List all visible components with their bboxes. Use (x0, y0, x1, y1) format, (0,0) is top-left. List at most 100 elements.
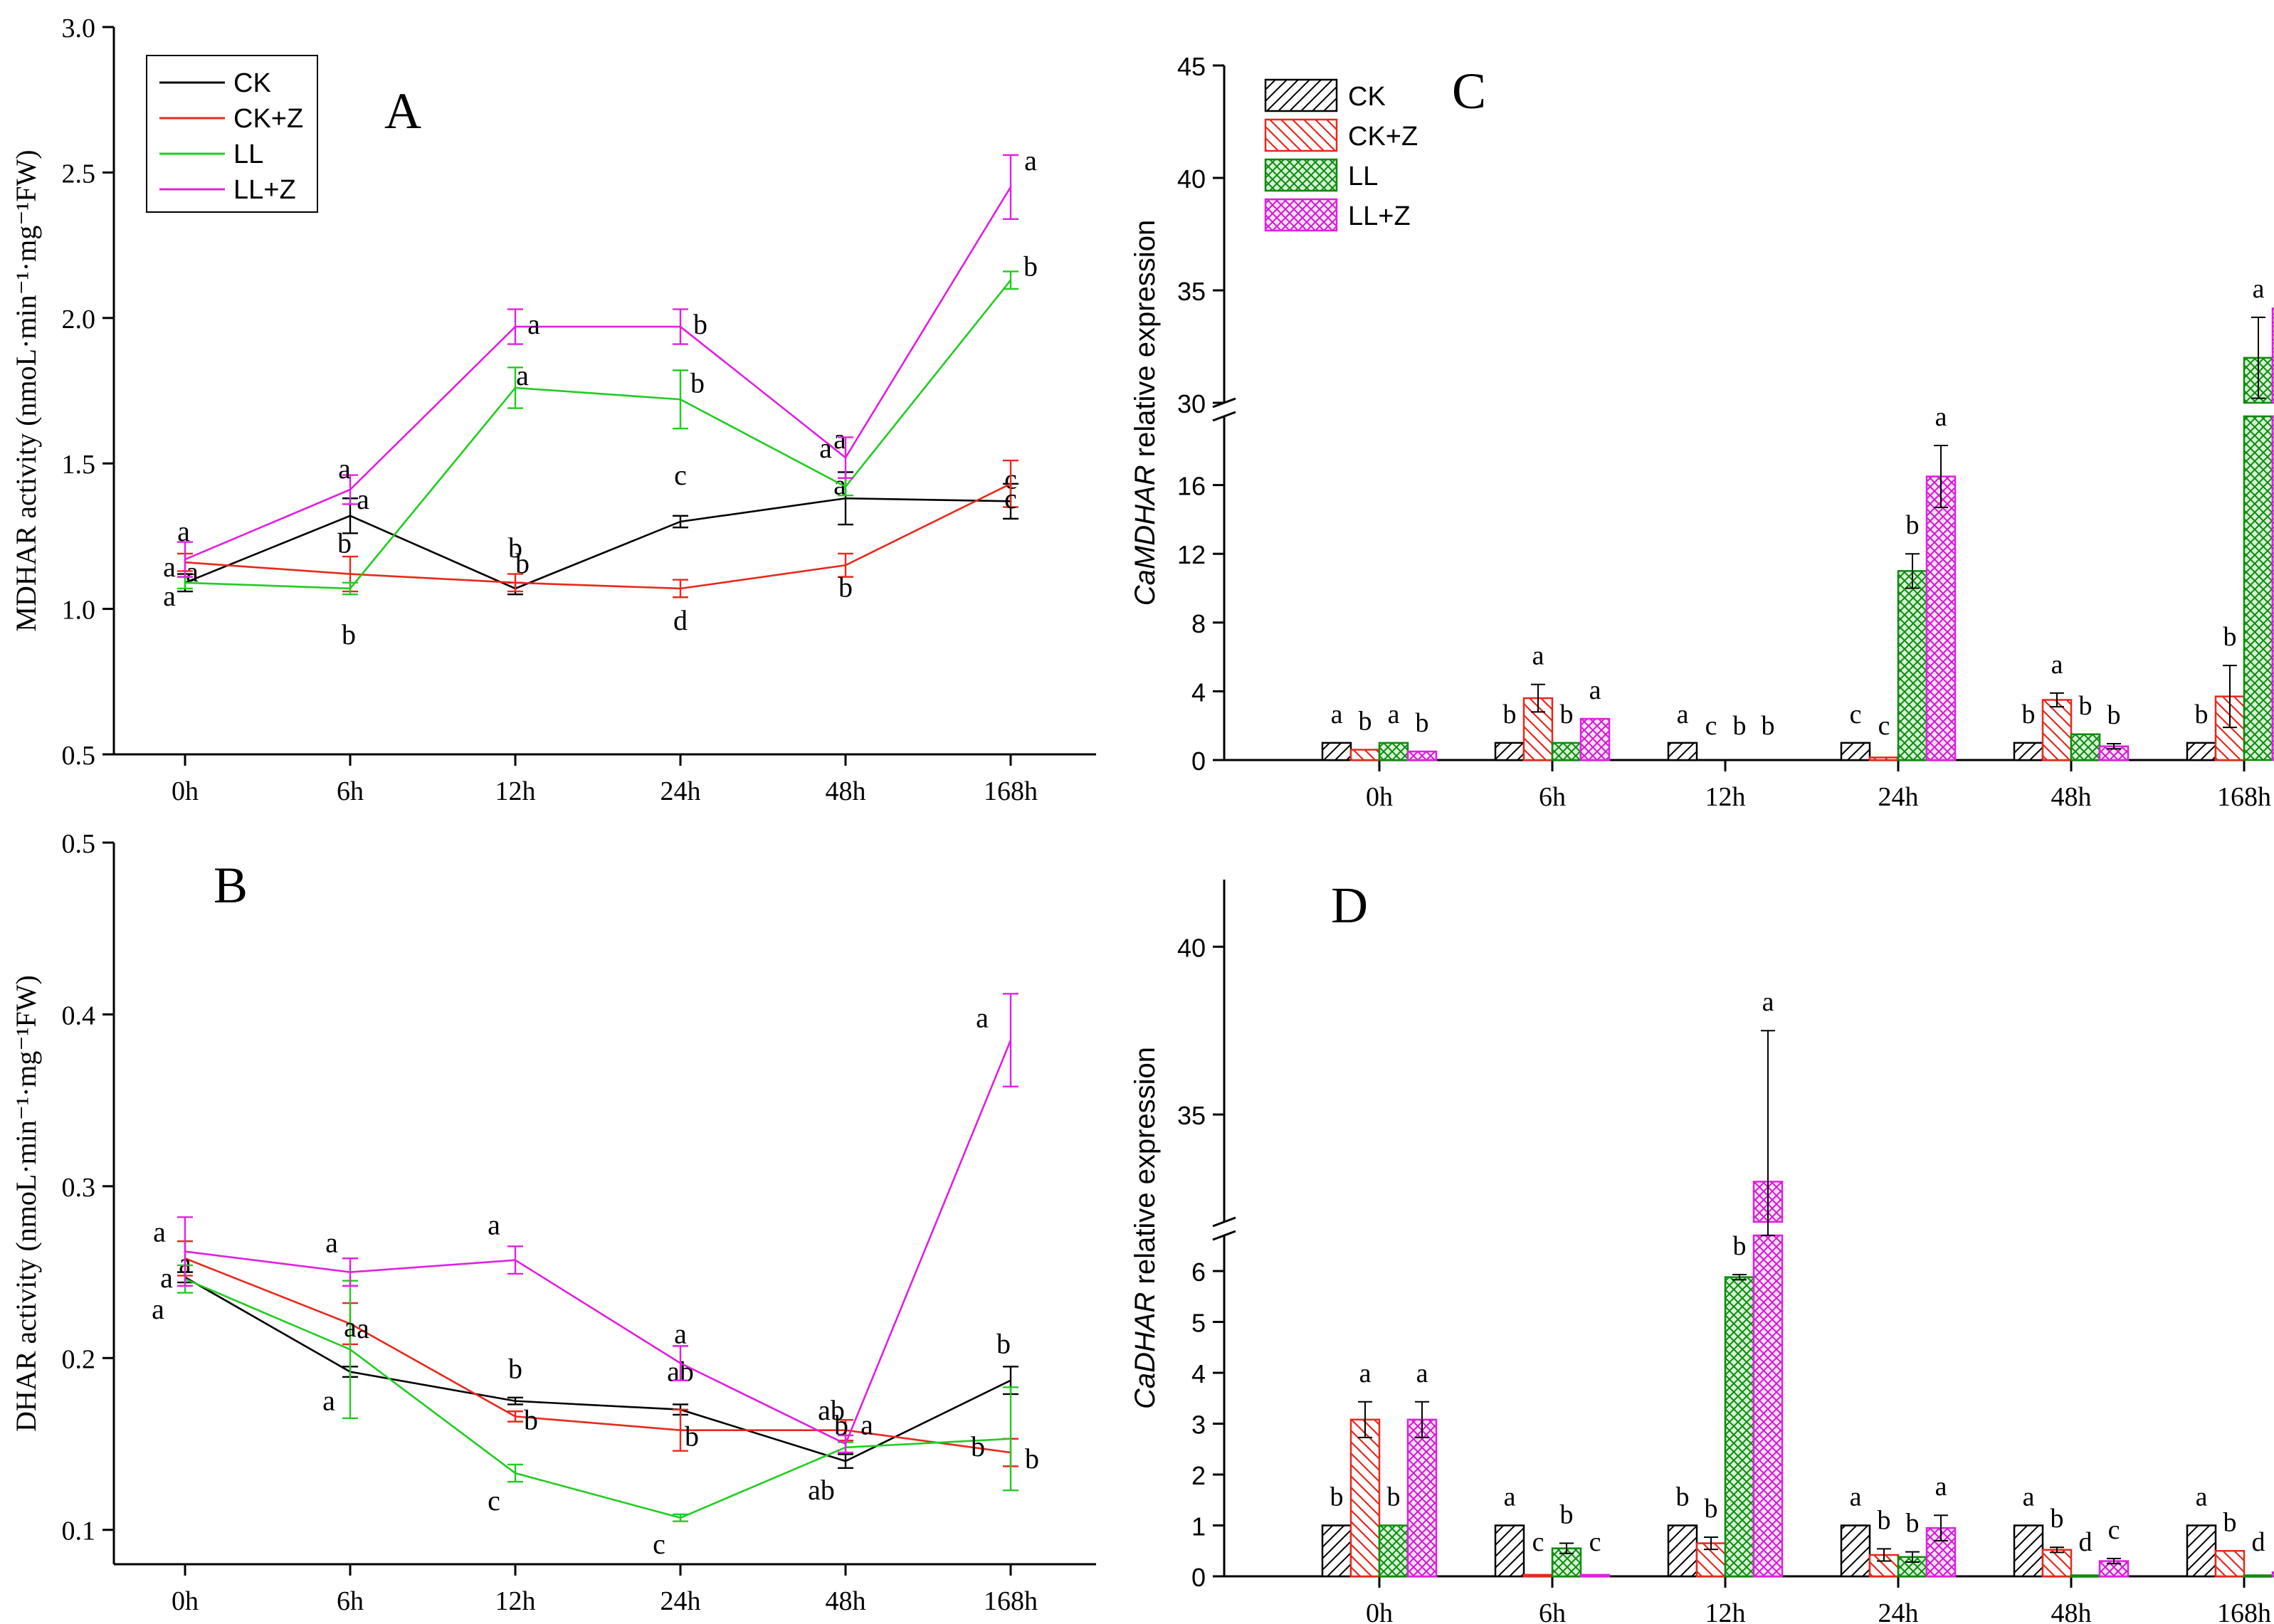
x-tick-label: 6h (337, 776, 364, 806)
significance-letter: c (488, 1485, 500, 1517)
significance-letter: a (357, 1312, 369, 1344)
significance-letter: b (1676, 1482, 1690, 1512)
significance-letter: a (344, 1311, 357, 1343)
significance-letter: a (322, 1385, 335, 1417)
significance-letter: b (2195, 700, 2209, 729)
significance-letter: b (2022, 700, 2036, 729)
significance-letter: b (1733, 1231, 1747, 1261)
legend-label-ll-zz: LL+Z (1348, 201, 1411, 231)
significance-letter: a (338, 453, 351, 485)
significance-letter: a (153, 1216, 166, 1248)
significance-letter: a (976, 1002, 989, 1034)
significance-letter: a (160, 1262, 173, 1294)
significance-letter: c (1532, 1527, 1544, 1557)
series-ck-zz: bac cab (1349, 622, 2246, 761)
bar (1667, 742, 1698, 761)
significance-letter: b (1906, 510, 1920, 540)
y-tick-label: 0.5 (62, 829, 96, 859)
bar (2186, 742, 2217, 761)
significance-letter: b (515, 547, 530, 579)
y-tick-label: 1.5 (62, 450, 96, 480)
x-tick-label: 12h (1705, 782, 1746, 812)
y-tick-label: 3 (1191, 1411, 1206, 1440)
y-tick-label: 8 (1191, 609, 1206, 638)
bar (1724, 1276, 1755, 1578)
bar (2243, 1574, 2274, 1578)
significance-letter: c (1589, 1527, 1601, 1557)
legend-swatch-ll (1264, 158, 1338, 192)
significance-letter: a (152, 1293, 164, 1325)
significance-letter: b (2223, 622, 2237, 652)
significance-letter: b (693, 308, 707, 340)
significance-letter: a (2051, 650, 2063, 680)
panel-c-camdhar-expression-chart: 0 4 8 12 16 30 35 40 45 0h 6h 12h 24h 48h 168h CaMDHAR … (1130, 52, 2274, 812)
x-tick-label: 24h (1878, 1598, 1919, 1624)
significance-letter: ab (818, 1394, 845, 1426)
y-tick-label: 0.2 (62, 1344, 96, 1374)
x-tick-label: 0h (1366, 782, 1393, 812)
bar (1925, 475, 1957, 761)
significance-letter: a (1504, 1482, 1516, 1512)
significance-letter: a (1589, 675, 1601, 705)
significance-letter: b (2051, 1504, 2064, 1534)
y-axis-label-gene: CaMDHAR (1130, 465, 1161, 606)
significance-letter: b (508, 1353, 522, 1385)
y-tick-label: 1.0 (62, 596, 96, 626)
series-line-ck (184, 497, 1011, 590)
significance-letter: ab (808, 1474, 835, 1506)
y-tick-label: 30 (1177, 389, 1206, 418)
significance-letter: b (342, 618, 356, 650)
bar (2013, 1524, 2044, 1578)
significance-letter: b (1503, 700, 1517, 729)
bar (1406, 1418, 1438, 1578)
bar (1897, 570, 1928, 761)
significance-letter: a (2023, 1482, 2035, 1512)
y-tick-label: 0.5 (62, 741, 96, 771)
significance-letter: b (834, 1409, 848, 1441)
y-tick-label: 0 (1191, 1563, 1206, 1592)
bar (2013, 742, 2044, 761)
legend-label-ll: LL (233, 139, 263, 169)
significance-letter: a (819, 432, 832, 464)
x-tick-label: 12h (1705, 1598, 1746, 1624)
bar (1551, 742, 1582, 761)
y-tick-label: 45 (1177, 52, 1206, 81)
significance-letter: c (674, 459, 687, 491)
bar (1667, 1524, 1698, 1578)
significance-letter: b (524, 1403, 538, 1435)
significance-letter: a (1388, 700, 1400, 729)
significance-letter: a (357, 483, 369, 515)
significance-letter: b (690, 367, 705, 399)
bar (1522, 1573, 1554, 1578)
significance-letter: a (325, 1227, 338, 1259)
x-tick-label: 48h (2051, 1598, 2092, 1624)
y-axis-label-rest: relative expression (1130, 1047, 1161, 1292)
significance-letter: a (488, 1209, 500, 1241)
panel-b-dhar-activity-chart: 0.1 0.2 0.3 0.4 0.5 0h 6h 12h 24h 48h 168h DHAR act… (10, 829, 1096, 1616)
significance-letter: c (1705, 711, 1717, 741)
y-tick-label: 0 (1191, 747, 1206, 776)
y-tick-label: 1 (1191, 1512, 1206, 1541)
series-line-ck (184, 1276, 1011, 1462)
significance-letter: b (1705, 1494, 1718, 1524)
x-tick-label: 48h (2051, 782, 2092, 812)
series-ck-zz: aabbab (177, 1240, 1039, 1475)
series-ll-zz: aaa baa (163, 144, 1037, 583)
significance-letter: b (1762, 711, 1775, 741)
bar (1752, 1234, 1784, 1578)
y-tick-label: 6 (1191, 1257, 1206, 1287)
significance-letter: b (1387, 1482, 1401, 1512)
series-ll: a b a b a b (163, 251, 1038, 650)
y-tick-label: 0.1 (62, 1517, 96, 1546)
significance-letter: a (527, 308, 540, 340)
x-tick-label: 6h (1539, 1598, 1566, 1624)
significance-letter: b (685, 1420, 699, 1452)
significance-letter: a (1532, 641, 1544, 671)
bar (1494, 742, 1525, 761)
y-tick-label: 2.5 (62, 159, 96, 189)
significance-letter: a (2253, 274, 2265, 304)
x-tick-label: 48h (826, 1586, 866, 1616)
